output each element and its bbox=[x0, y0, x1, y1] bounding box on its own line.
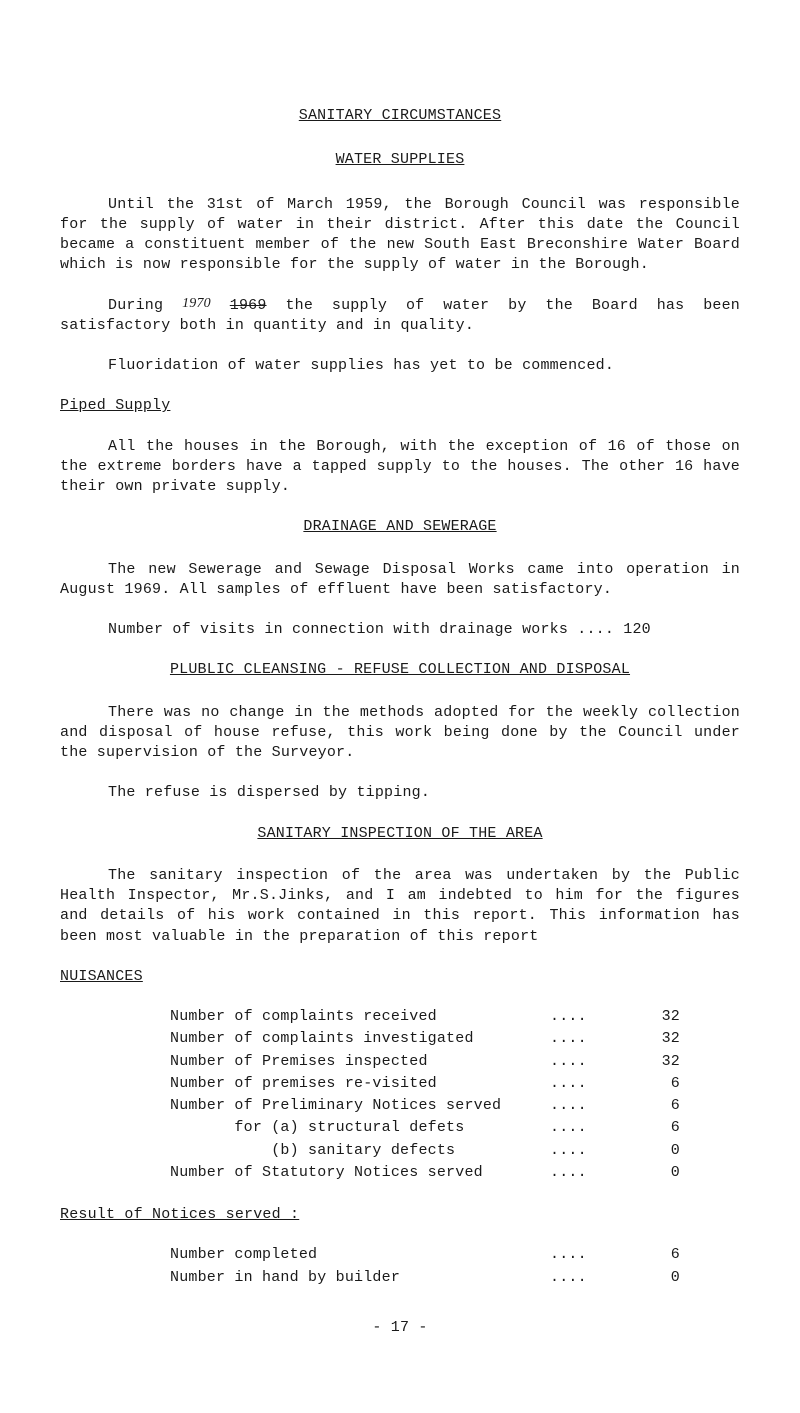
struck-year: 1969 bbox=[230, 297, 267, 314]
table-row: Number of premises re-visited .... 6 bbox=[60, 1074, 740, 1094]
para-intro: Until the 31st of March 1959, the Boroug… bbox=[60, 195, 740, 276]
row-label: Number of complaints received bbox=[170, 1007, 550, 1027]
para-piped: All the houses in the Borough, with the … bbox=[60, 437, 740, 498]
main-heading: SANITARY CIRCUMSTANCES bbox=[60, 106, 740, 126]
plublic-heading: PLUBLIC CLEANSING - REFUSE COLLECTION AN… bbox=[60, 660, 740, 680]
table-row: for (a) structural defets .... 6 bbox=[60, 1118, 740, 1138]
row-value: 32 bbox=[620, 1029, 680, 1049]
row-value: 6 bbox=[620, 1118, 680, 1138]
row-dots: .... bbox=[550, 1074, 620, 1094]
row-dots: .... bbox=[550, 1268, 620, 1288]
row-value: 32 bbox=[620, 1052, 680, 1072]
result-table: Number completed .... 6 Number in hand b… bbox=[60, 1245, 740, 1288]
nuisances-table: Number of complaints received .... 32 Nu… bbox=[60, 1007, 740, 1183]
drainage-heading-text: DRAINAGE AND SEWERAGE bbox=[303, 518, 496, 535]
table-row: Number in hand by builder .... 0 bbox=[60, 1268, 740, 1288]
table-row: Number of complaints investigated .... 3… bbox=[60, 1029, 740, 1049]
row-value: 0 bbox=[620, 1268, 680, 1288]
row-dots: .... bbox=[550, 1163, 620, 1183]
plublic-heading-text: PLUBLIC CLEANSING - REFUSE COLLECTION AN… bbox=[170, 661, 630, 678]
nuisances-heading-text: NUISANCES bbox=[60, 968, 143, 985]
handwritten-year: 1970 bbox=[182, 296, 211, 311]
table-row: (b) sanitary defects .... 0 bbox=[60, 1141, 740, 1161]
sub-heading: WATER SUPPLIES bbox=[60, 150, 740, 170]
row-label: Number of Preliminary Notices served bbox=[170, 1096, 550, 1116]
sub-heading-text: WATER SUPPLIES bbox=[336, 151, 465, 168]
row-label: Number of premises re-visited bbox=[170, 1074, 550, 1094]
table-row: Number of Preliminary Notices served ...… bbox=[60, 1096, 740, 1116]
para-refuse: There was no change in the methods adopt… bbox=[60, 703, 740, 764]
para-during-a: During bbox=[108, 297, 182, 314]
para-tipping: The refuse is dispersed by tipping. bbox=[60, 783, 740, 803]
row-value: 32 bbox=[620, 1007, 680, 1027]
table-row: Number of Premises inspected .... 32 bbox=[60, 1052, 740, 1072]
row-label: Number completed bbox=[170, 1245, 550, 1265]
row-label: Number of complaints investigated bbox=[170, 1029, 550, 1049]
row-dots: .... bbox=[550, 1096, 620, 1116]
table-row: Number completed .... 6 bbox=[60, 1245, 740, 1265]
row-dots: .... bbox=[550, 1141, 620, 1161]
para-visits: Number of visits in connection with drai… bbox=[60, 620, 740, 640]
row-value: 6 bbox=[620, 1096, 680, 1116]
para-sewerage: The new Sewerage and Sewage Disposal Wor… bbox=[60, 560, 740, 601]
row-value: 0 bbox=[620, 1163, 680, 1183]
row-value: 6 bbox=[620, 1074, 680, 1094]
row-label: Number of Statutory Notices served bbox=[170, 1163, 550, 1183]
para-fluoridation: Fluoridation of water supplies has yet t… bbox=[60, 356, 740, 376]
para-inspection: The sanitary inspection of the area was … bbox=[60, 866, 740, 947]
row-dots: .... bbox=[550, 1118, 620, 1138]
result-heading: Result of Notices served : bbox=[60, 1205, 740, 1225]
row-value: 0 bbox=[620, 1141, 680, 1161]
table-row: Number of complaints received .... 32 bbox=[60, 1007, 740, 1027]
inspection-heading: SANITARY INSPECTION OF THE AREA bbox=[60, 824, 740, 844]
row-dots: .... bbox=[550, 1052, 620, 1072]
table-row: Number of Statutory Notices served .... … bbox=[60, 1163, 740, 1183]
row-dots: .... bbox=[550, 1029, 620, 1049]
para-during: During 1970 1969 the supply of water by … bbox=[60, 296, 740, 337]
row-dots: .... bbox=[550, 1245, 620, 1265]
result-heading-text: Result of Notices served : bbox=[60, 1206, 299, 1223]
drainage-heading: DRAINAGE AND SEWERAGE bbox=[60, 517, 740, 537]
row-value: 6 bbox=[620, 1245, 680, 1265]
nuisances-heading: NUISANCES bbox=[60, 967, 740, 987]
row-label: Number in hand by builder bbox=[170, 1268, 550, 1288]
main-heading-text: SANITARY CIRCUMSTANCES bbox=[299, 107, 501, 124]
piped-supply-text: Piped Supply bbox=[60, 397, 170, 414]
page-number: - 17 - bbox=[60, 1318, 740, 1338]
piped-supply-heading: Piped Supply bbox=[60, 396, 740, 416]
page: SANITARY CIRCUMSTANCES WATER SUPPLIES Un… bbox=[0, 0, 800, 1413]
row-label: (b) sanitary defects bbox=[170, 1141, 550, 1161]
inspection-heading-text: SANITARY INSPECTION OF THE AREA bbox=[257, 825, 542, 842]
row-dots: .... bbox=[550, 1007, 620, 1027]
row-label: Number of Premises inspected bbox=[170, 1052, 550, 1072]
row-label: for (a) structural defets bbox=[170, 1118, 550, 1138]
